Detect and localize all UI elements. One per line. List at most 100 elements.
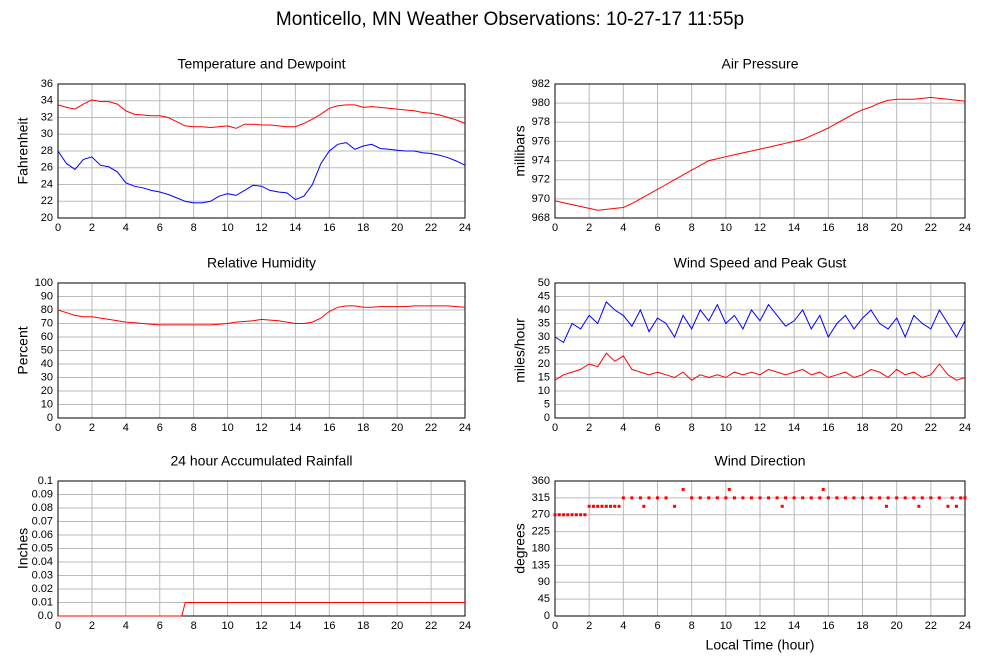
x-tick-label: 16 (822, 422, 834, 434)
x-tick-label: 12 (255, 620, 267, 632)
data-point (690, 496, 694, 500)
data-point (613, 504, 617, 508)
x-tick-label: 22 (425, 620, 437, 632)
y-tick-label: 0.06 (32, 529, 53, 541)
x-tick-label: 14 (788, 620, 800, 632)
data-point (609, 504, 613, 508)
x-tick-label: 16 (323, 620, 335, 632)
y-tick-label: 0.01 (32, 596, 53, 608)
x-tick-label: 18 (856, 422, 868, 434)
data-point (821, 487, 825, 491)
x-tick-label: 16 (822, 222, 834, 234)
data-line (57, 99, 466, 129)
panel-title: Relative Humidity (207, 255, 316, 271)
data-point (954, 504, 958, 508)
x-tick-label: 22 (425, 222, 437, 234)
data-point (884, 504, 888, 508)
y-tick-label: 30 (538, 331, 550, 343)
x-tick-label: 10 (720, 222, 732, 234)
plot-frame (554, 480, 966, 617)
y-tick-label: 10 (41, 398, 53, 410)
data-line (58, 602, 465, 617)
x-tick-label: 18 (357, 222, 369, 234)
data-point (792, 496, 796, 500)
data-point (780, 504, 784, 508)
data-point (826, 496, 830, 500)
data-point (950, 496, 954, 500)
y-tick-label: 90 (538, 576, 550, 588)
data-point (642, 504, 646, 508)
y-tick-label: 30 (41, 128, 53, 140)
y-tick-label: 980 (532, 97, 550, 109)
x-tick-label: 0 (552, 222, 558, 234)
x-tick-label: 20 (391, 422, 403, 434)
x-tick-label: 16 (323, 222, 335, 234)
x-tick-label: 6 (157, 222, 163, 234)
data-point (775, 496, 779, 500)
y-tick-label: 90 (41, 290, 53, 302)
y-tick-label: 45 (538, 290, 550, 302)
y-tick-label: 270 (532, 509, 550, 521)
y-tick-label: 968 (532, 212, 550, 224)
data-point (861, 496, 864, 500)
y-tick-label: 40 (538, 304, 550, 316)
x-tick-label: 4 (620, 422, 626, 434)
panel-title: Wind Direction (714, 453, 805, 469)
plot-frame (57, 282, 466, 419)
y-tick-label: 0.07 (32, 515, 53, 527)
x-tick-label: 24 (959, 620, 971, 632)
data-point (946, 504, 950, 508)
data-point (912, 496, 916, 500)
x-tick-label: 14 (289, 620, 301, 632)
y-tick-label: 180 (532, 542, 550, 554)
x-tick-label: 24 (459, 422, 471, 434)
x-tick-label: 8 (689, 222, 695, 234)
x-tick-label: 6 (654, 620, 660, 632)
x-tick-label: 4 (620, 620, 626, 632)
data-point (574, 513, 578, 517)
data-point (818, 496, 822, 500)
data-point (835, 496, 839, 500)
panel-title: Temperature and Dewpoint (177, 56, 345, 72)
data-point (591, 504, 595, 508)
x-tick-label: 4 (620, 222, 626, 234)
data-point (801, 496, 805, 500)
y-axis-label: Inches (15, 528, 31, 569)
y-tick-label: 0.02 (32, 583, 53, 595)
data-point (664, 496, 668, 500)
y-tick-label: 10 (538, 385, 550, 397)
data-point (656, 496, 659, 500)
x-tick-label: 20 (391, 620, 403, 632)
y-tick-label: 15 (538, 371, 550, 383)
y-tick-label: 45 (538, 593, 550, 605)
x-tick-label: 20 (391, 222, 403, 234)
x-tick-label: 22 (925, 620, 937, 632)
x-tick-label: 12 (255, 422, 267, 434)
data-point (630, 496, 634, 500)
data-point (557, 513, 561, 517)
data-point (724, 496, 728, 500)
x-tick-label: 20 (891, 422, 903, 434)
x-tick-label: 8 (689, 620, 695, 632)
y-axis-label: degrees (512, 523, 528, 574)
x-tick-label: 12 (754, 620, 766, 632)
y-tick-label: 972 (532, 174, 550, 186)
y-tick-label: 25 (538, 344, 550, 356)
x-tick-label: 4 (123, 222, 129, 234)
y-tick-label: 80 (41, 304, 53, 316)
y-tick-label: 50 (538, 277, 550, 289)
y-axis-label: millibars (512, 125, 528, 176)
data-point (587, 504, 591, 508)
plot-frame (554, 282, 966, 419)
data-point (698, 496, 702, 500)
data-point (681, 487, 685, 491)
x-tick-label: 14 (289, 422, 301, 434)
x-tick-label: 22 (925, 222, 937, 234)
x-tick-label: 2 (586, 222, 592, 234)
x-tick-label: 8 (191, 422, 197, 434)
y-tick-label: 225 (532, 526, 550, 538)
data-point (758, 496, 762, 500)
y-tick-label: 0.0 (38, 610, 53, 622)
data-point (886, 496, 890, 500)
x-tick-label: 24 (459, 222, 471, 234)
